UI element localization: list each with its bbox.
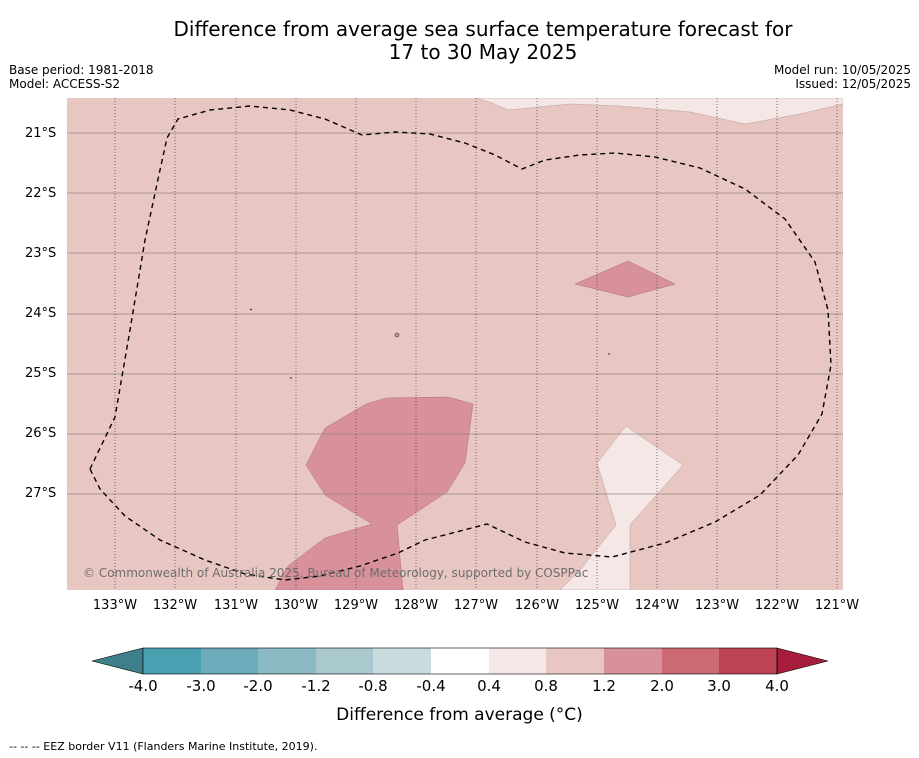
lon-label: 132°W <box>152 598 198 613</box>
cool-patch-bottom <box>559 425 684 590</box>
map-title: Difference from average sea surface temp… <box>0 18 919 64</box>
footnote: -- -- -- EEZ border V11 (Flanders Marine… <box>9 740 318 753</box>
lon-label: 126°W <box>514 598 560 613</box>
colorbar-extend-low <box>91 647 144 675</box>
issued-date: Issued: 12/05/2025 <box>795 77 911 91</box>
lon-label: 131°W <box>213 598 259 613</box>
lon-label: 121°W <box>814 598 860 613</box>
lat-label: 25°S <box>25 366 57 381</box>
lon-label: 124°W <box>634 598 680 613</box>
colorbar-tick: -3.0 <box>186 677 216 695</box>
colorbar-tick: 0.4 <box>477 677 501 695</box>
warm-patch-large <box>274 396 474 590</box>
colorbar-tick: 4.0 <box>765 677 789 695</box>
lon-gridlines <box>114 98 838 590</box>
meta-right: Model run: 10/05/2025 Issued: 12/05/2025 <box>774 63 911 91</box>
lat-label: 24°S <box>25 306 57 321</box>
warm-patch-small <box>574 260 676 298</box>
map-background <box>67 98 843 590</box>
base-period: Base period: 1981-2018 <box>9 63 154 77</box>
map-area <box>67 98 843 590</box>
colorbar-tick: -0.8 <box>358 677 388 695</box>
colorbar-tick: 3.0 <box>707 677 731 695</box>
colorbar-extend-high <box>776 647 829 675</box>
model-name: Model: ACCESS-S2 <box>9 77 121 91</box>
model-run: Model run: 10/05/2025 <box>773 63 911 77</box>
lat-gridlines <box>67 132 843 495</box>
lon-label: 127°W <box>453 598 499 613</box>
colorbar-tick: -4.0 <box>128 677 158 695</box>
lon-label: 128°W <box>393 598 439 613</box>
colorbar-tick: -2.0 <box>243 677 273 695</box>
title-line-1: Difference from average sea surface temp… <box>173 17 793 41</box>
lon-label: 133°W <box>92 598 138 613</box>
colorbar-tick: 1.2 <box>592 677 616 695</box>
lat-label: 21°S <box>25 126 57 141</box>
eez-border <box>89 105 832 581</box>
colorbar-tick: -0.4 <box>416 677 446 695</box>
cool-patch-top <box>475 98 843 125</box>
meta-left: Base period: 1981-2018 Model: ACCESS-S2 <box>9 63 154 91</box>
copyright-notice: © Commonwealth of Australia 2025, Bureau… <box>83 566 589 580</box>
colorbar-tick: 2.0 <box>650 677 674 695</box>
lon-label: 129°W <box>333 598 379 613</box>
title-line-2: 17 to 30 May 2025 <box>388 40 578 64</box>
colorbar-tick: -1.2 <box>301 677 331 695</box>
colorbar-tick: 0.8 <box>534 677 558 695</box>
lat-label: 27°S <box>25 486 57 501</box>
lat-label: 23°S <box>25 246 57 261</box>
lon-label: 130°W <box>273 598 319 613</box>
lon-label: 125°W <box>574 598 620 613</box>
lat-label: 22°S <box>25 186 57 201</box>
lon-label: 122°W <box>754 598 800 613</box>
speck <box>394 332 400 338</box>
colorbar <box>91 647 829 675</box>
lat-label: 26°S <box>25 426 57 441</box>
colorbar-label: Difference from average (°C) <box>336 705 583 725</box>
lon-label: 123°W <box>694 598 740 613</box>
